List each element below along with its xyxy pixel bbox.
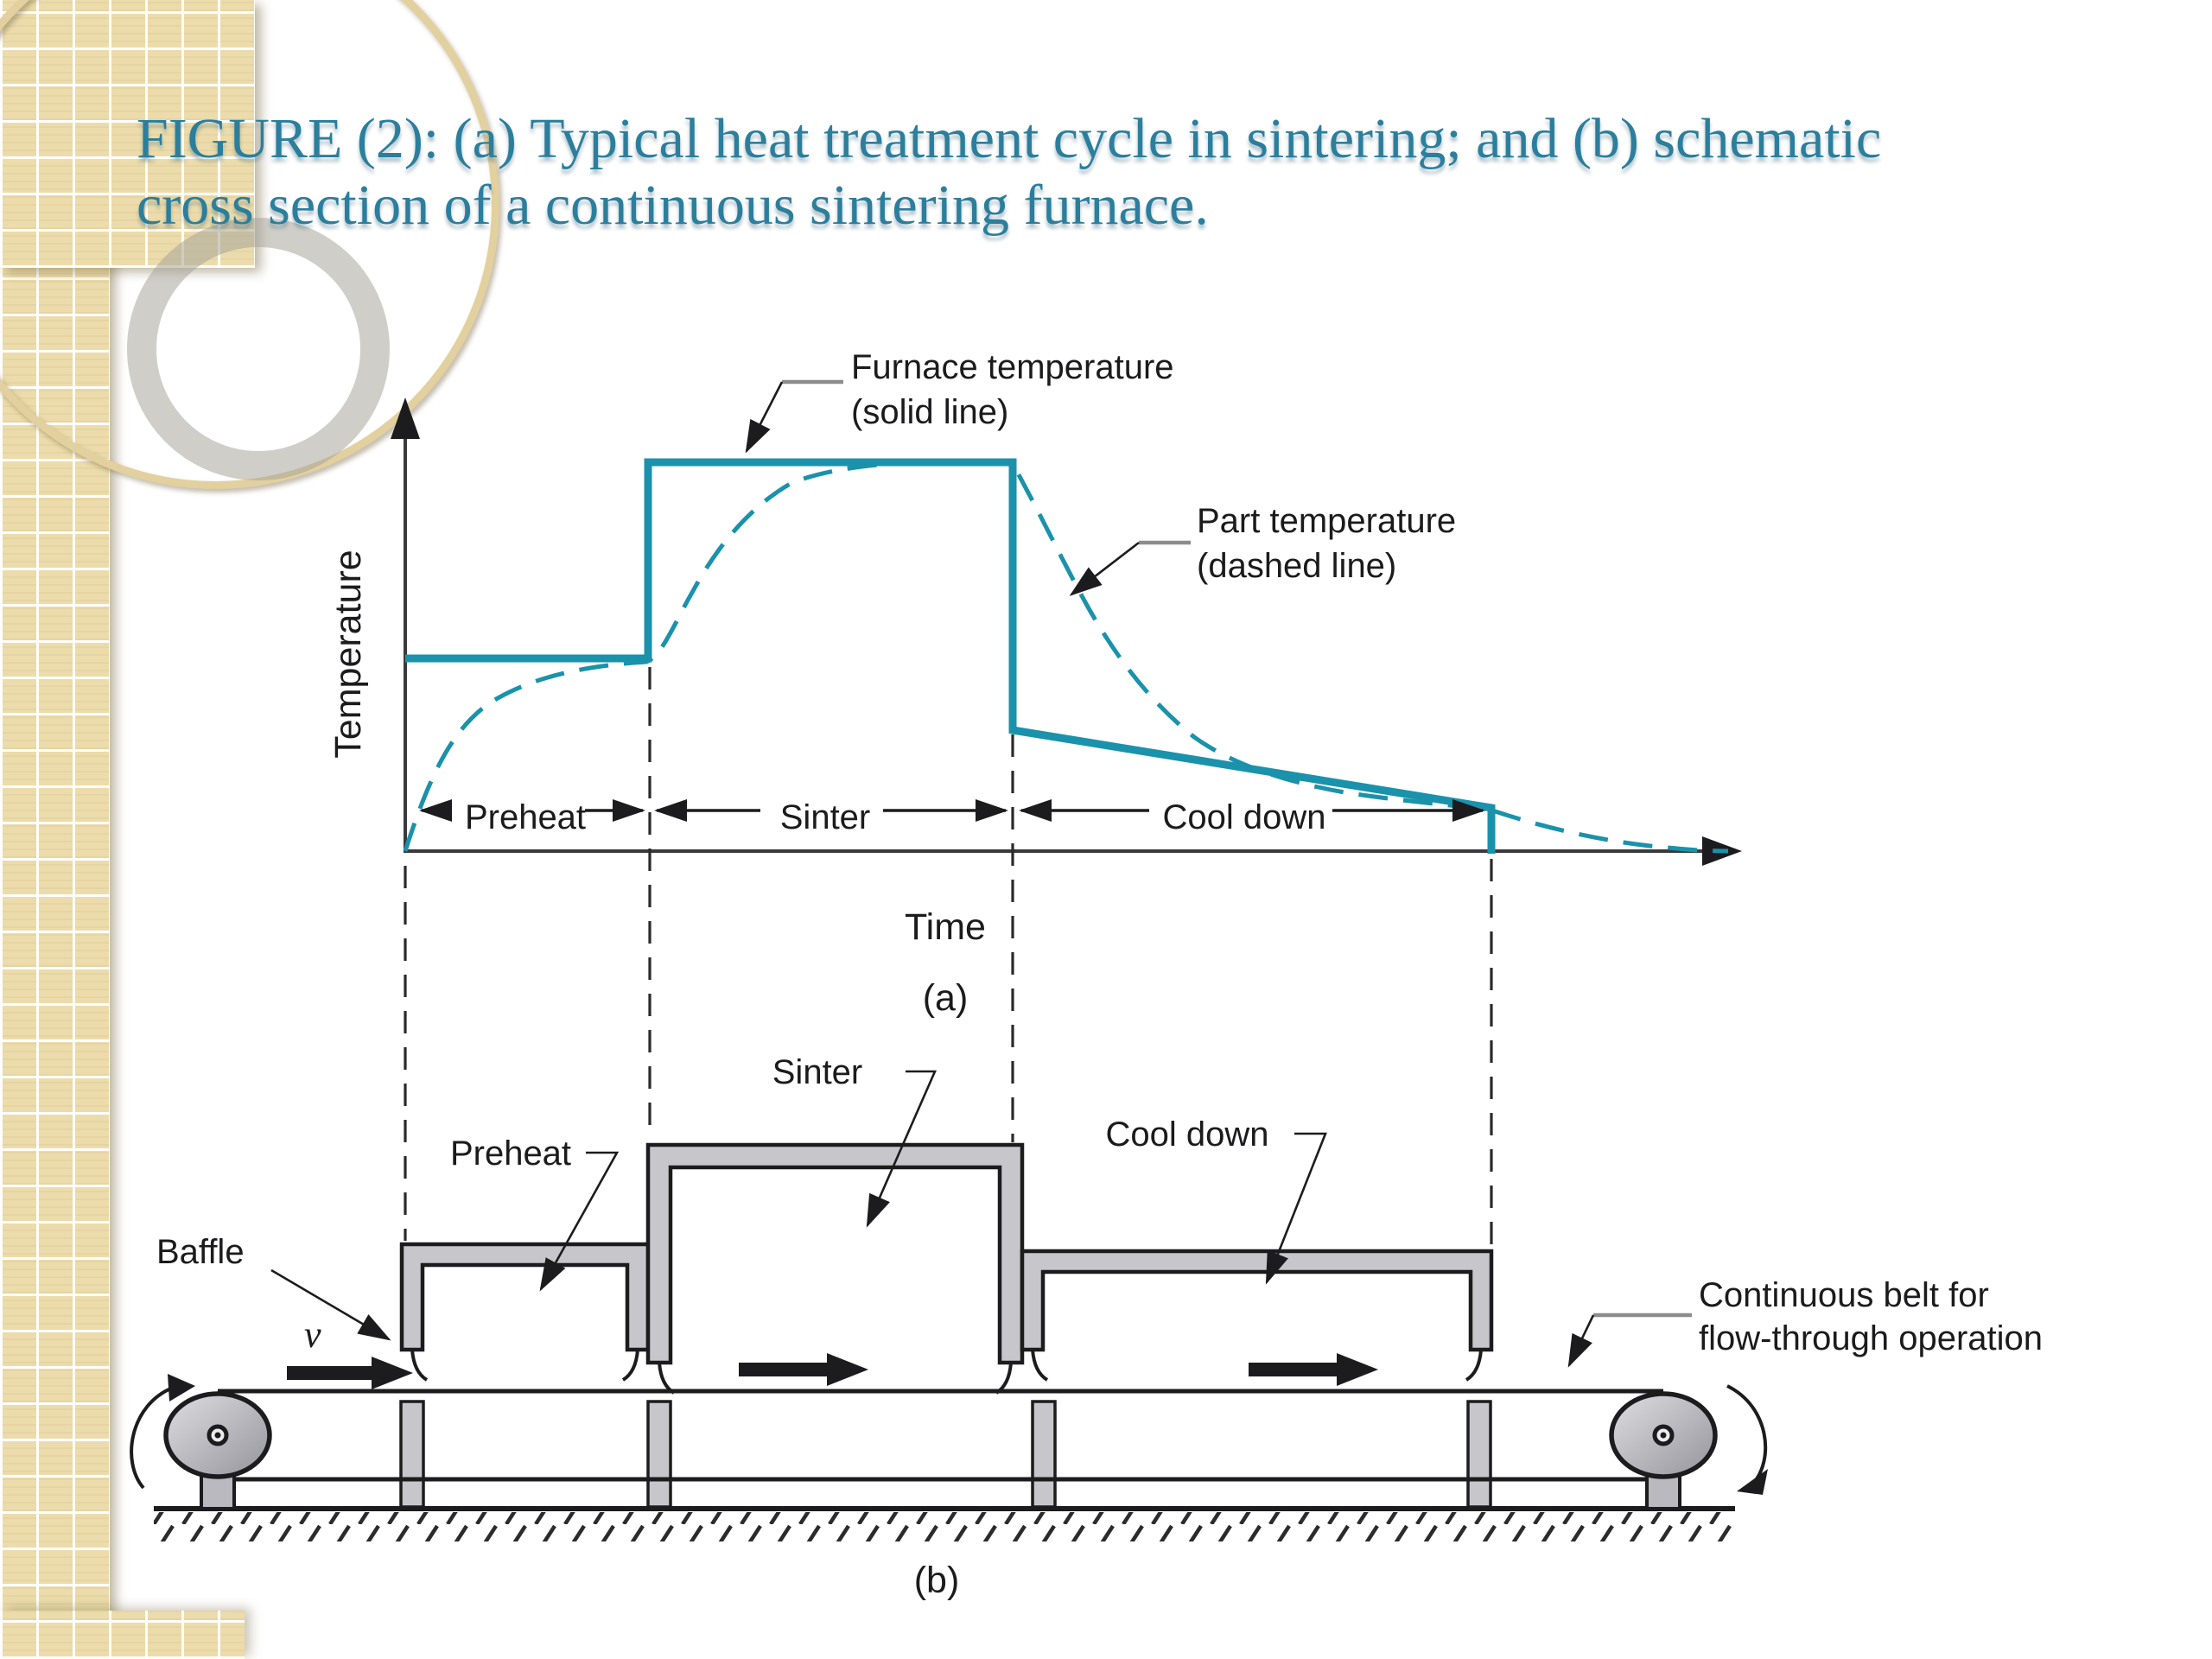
velocity-arrow-icon — [287, 1357, 413, 1389]
furnace-temperature-line — [405, 458, 1496, 854]
continuous-belt-annotation-line2: flow-through operation — [1699, 1319, 2044, 1357]
panel-b-label: (b) — [913, 1560, 960, 1601]
y-axis-arrow-icon — [391, 397, 420, 439]
baffle-label: Baffle — [156, 1233, 245, 1271]
panel-a-label: (a) — [922, 977, 969, 1019]
cooldown-leader — [1265, 1132, 1327, 1285]
bottom-left-grid-decoration — [0, 1611, 245, 1659]
zone-label-cooldown: Cool down — [1105, 1116, 1269, 1154]
part-temperature-curve — [403, 458, 1729, 854]
furnace-temp-leader — [745, 379, 843, 454]
part-temperature-annotation-line2: (dashed line) — [1197, 547, 1397, 585]
phase-boundary-lines — [404, 667, 1493, 1244]
part-temp-leader — [1069, 540, 1191, 596]
x-axis — [404, 836, 1742, 866]
furnace-diagram — [130, 1070, 1768, 1541]
title-line-2: cross section of a continuous sintering … — [137, 174, 1209, 237]
cooldown-belt-arrow-icon — [1249, 1353, 1378, 1386]
furnace-temperature-annotation-line1: Furnace temperature — [851, 348, 1174, 386]
y-axis-label: Temperature — [327, 550, 369, 759]
part-temperature-annotation-line1: Part temperature — [1197, 502, 1457, 540]
belt-velocity-label: v — [304, 1313, 321, 1356]
furnace-label-leaders — [270, 1070, 1327, 1341]
page-title: FIGURE (2): (a) Typical heat treatment c… — [137, 105, 1881, 238]
right-pulley — [1609, 1384, 1768, 1510]
y-axis — [391, 397, 420, 853]
temperature-chart — [391, 379, 1742, 1244]
zone-label-sinter: Sinter — [772, 1053, 863, 1091]
sinter-belt-arrow-icon — [739, 1353, 868, 1386]
continuous-belt-annotation: Continuous belt for flow-through operati… — [1699, 1274, 2043, 1360]
phase-label-preheat: Preheat — [464, 798, 587, 836]
left-pulley — [130, 1374, 272, 1510]
phase-label-cooldown: Cool down — [1162, 798, 1326, 836]
left-rotation-arrow-icon — [130, 1386, 174, 1490]
baffle-hooks — [410, 1349, 1483, 1395]
cooldown-hood — [1020, 1249, 1494, 1352]
phase-label-sinter: Sinter — [779, 798, 871, 836]
zone-label-preheat: Preheat — [449, 1135, 572, 1173]
furnace-hoods — [399, 1142, 1494, 1365]
sinter-leader — [866, 1070, 937, 1228]
ground — [154, 1506, 1735, 1541]
preheat-leader — [539, 1151, 620, 1292]
continuous-belt-annotation-line1: Continuous belt for — [1699, 1276, 1989, 1314]
sinter-hood — [645, 1142, 1025, 1365]
furnace-temperature-annotation: Furnace temperature (solid line) — [851, 345, 1174, 435]
preheat-hood — [399, 1242, 651, 1352]
part-temperature-annotation: Part temperature (dashed line) — [1197, 499, 1456, 588]
belt-label-leader — [1567, 1313, 1692, 1368]
right-rotation-arrow-icon — [1726, 1384, 1768, 1486]
baffle-leader — [270, 1268, 391, 1341]
cream-ring-decoration — [0, 0, 499, 489]
title-line-1: FIGURE (2): (a) Typical heat treatment c… — [137, 107, 1882, 170]
x-axis-label: Time — [905, 906, 986, 948]
furnace-temperature-annotation-line2: (solid line) — [851, 393, 1009, 431]
belt-support-posts — [399, 1400, 1492, 1509]
conveyor-belt — [218, 1389, 1663, 1482]
belt-direction-arrows — [287, 1353, 1378, 1389]
